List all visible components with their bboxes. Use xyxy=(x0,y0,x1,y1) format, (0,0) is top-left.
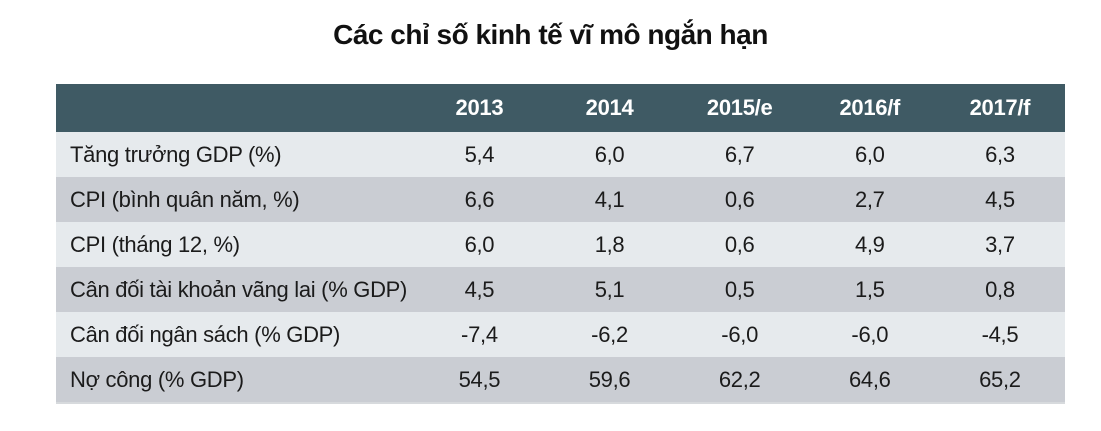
table-cell: 2,7 xyxy=(804,177,935,222)
table-cell: 5,4 xyxy=(414,132,545,177)
table-cell: 54,5 xyxy=(414,357,545,404)
table-row-gdp-growth: Tăng trưởng GDP (%) 5,4 6,0 6,7 6,0 6,3 xyxy=(56,132,1065,177)
row-label: Cân đối ngân sách (% GDP) xyxy=(56,312,415,357)
table-cell: 59,6 xyxy=(544,357,675,404)
column-header-empty xyxy=(56,84,415,132)
table-cell: 1,5 xyxy=(804,267,935,312)
row-label: Tăng trưởng GDP (%) xyxy=(56,132,415,177)
row-label: Nợ công (% GDP) xyxy=(56,357,415,404)
column-header-2013: 2013 xyxy=(414,84,545,132)
indicators-table: 2013 2014 2015/e 2016/f 2017/f Tăng trưở… xyxy=(56,84,1065,404)
row-label: CPI (bình quân năm, %) xyxy=(56,177,415,222)
table-cell: 4,1 xyxy=(544,177,675,222)
row-label: Cân đối tài khoản vãng lai (% GDP) xyxy=(56,267,415,312)
table-cell: 6,6 xyxy=(414,177,545,222)
table-cell: 4,9 xyxy=(804,222,935,267)
table-cell: 0,8 xyxy=(934,267,1065,312)
table-row-cpi-annual-avg: CPI (bình quân năm, %) 6,6 4,1 0,6 2,7 4… xyxy=(56,177,1065,222)
column-header-2016f: 2016/f xyxy=(804,84,935,132)
table-row-public-debt: Nợ công (% GDP) 54,5 59,6 62,2 64,6 65,2 xyxy=(56,357,1065,404)
table-cell: -4,5 xyxy=(934,312,1065,357)
table-header: 2013 2014 2015/e 2016/f 2017/f xyxy=(56,84,1065,132)
table-cell: 6,0 xyxy=(544,132,675,177)
table-cell: 5,1 xyxy=(544,267,675,312)
column-header-2014: 2014 xyxy=(544,84,675,132)
table-cell: 6,3 xyxy=(934,132,1065,177)
table-cell: 4,5 xyxy=(414,267,545,312)
table-cell: -6,2 xyxy=(544,312,675,357)
column-header-2015e: 2015/e xyxy=(674,84,805,132)
table-title: Các chỉ số kinh tế vĩ mô ngắn hạn xyxy=(333,19,768,50)
table-cell: -6,0 xyxy=(804,312,935,357)
table-cell: 6,0 xyxy=(414,222,545,267)
table-cell: 3,7 xyxy=(934,222,1065,267)
table-body: Tăng trưởng GDP (%) 5,4 6,0 6,7 6,0 6,3 … xyxy=(56,132,1065,404)
table-row-current-account: Cân đối tài khoản vãng lai (% GDP) 4,5 5… xyxy=(56,267,1065,312)
table-cell: 4,5 xyxy=(934,177,1065,222)
table-cell: -6,0 xyxy=(674,312,805,357)
table-row-fiscal-balance: Cân đối ngân sách (% GDP) -7,4 -6,2 -6,0… xyxy=(56,312,1065,357)
table-cell: 0,6 xyxy=(674,177,805,222)
table-cell: 0,5 xyxy=(674,267,805,312)
table-cell: 6,0 xyxy=(804,132,935,177)
table-cell: 64,6 xyxy=(804,357,935,404)
table-cell: 6,7 xyxy=(674,132,805,177)
header-row: 2013 2014 2015/e 2016/f 2017/f xyxy=(56,84,1065,132)
table-cell: 1,8 xyxy=(544,222,675,267)
table-cell: 0,6 xyxy=(674,222,805,267)
row-label: CPI (tháng 12, %) xyxy=(56,222,415,267)
column-header-2017f: 2017/f xyxy=(934,84,1065,132)
table-cell: -7,4 xyxy=(414,312,545,357)
table-row-cpi-december: CPI (tháng 12, %) 6,0 1,8 0,6 4,9 3,7 xyxy=(56,222,1065,267)
table-cell: 62,2 xyxy=(674,357,805,404)
table-cell: 65,2 xyxy=(934,357,1065,404)
